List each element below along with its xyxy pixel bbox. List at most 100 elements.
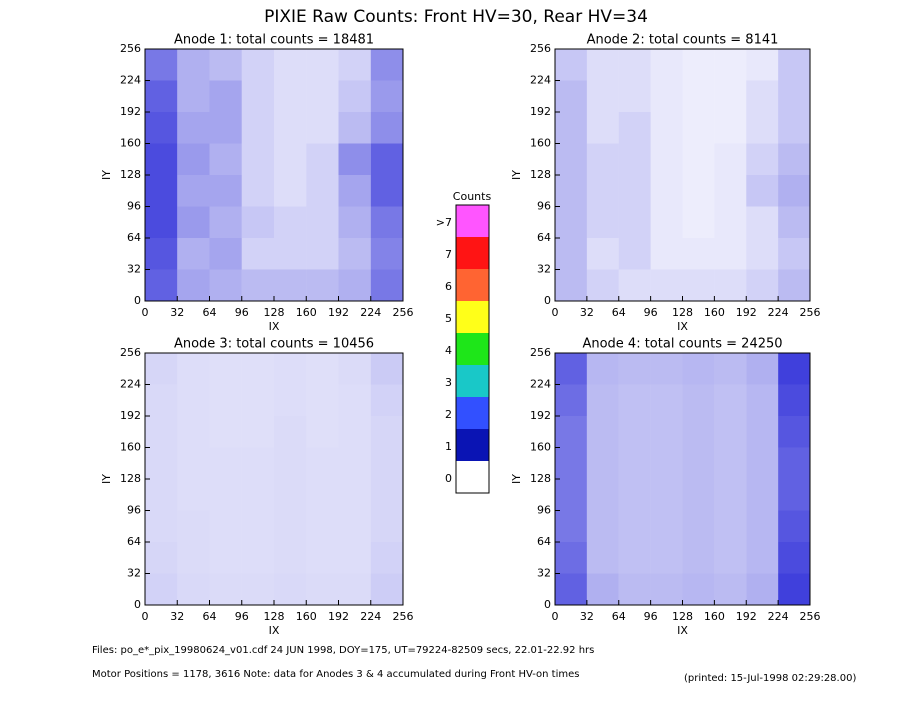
density-cell — [306, 206, 339, 238]
chart-title: PIXIE Raw Counts: Front HV=30, Rear HV=3… — [264, 7, 648, 27]
density-cell — [306, 510, 339, 542]
density-cell — [650, 510, 683, 542]
y-tick-label: 192 — [530, 105, 551, 118]
density-cell — [778, 49, 810, 81]
density-cell — [241, 238, 274, 270]
colorbar-cell — [456, 269, 489, 301]
density-cell — [714, 510, 747, 542]
x-axis-label: IX — [269, 320, 280, 333]
density-cell — [338, 49, 371, 81]
density-cell — [682, 49, 715, 81]
density-cell — [274, 49, 307, 81]
y-tick-label: 224 — [530, 378, 551, 391]
density-cell — [306, 49, 339, 81]
y-tick-label: 64 — [537, 535, 551, 548]
density-cell — [746, 447, 779, 479]
x-tick-label: 96 — [235, 610, 249, 623]
density-cell — [650, 269, 683, 301]
density-cell — [746, 542, 779, 574]
y-tick-label: 0 — [134, 598, 141, 611]
y-tick-label: 192 — [120, 105, 141, 118]
y-tick-label: 128 — [120, 168, 141, 181]
y-tick-label: 64 — [127, 231, 141, 244]
density-cell — [209, 353, 242, 385]
density-cell — [145, 175, 178, 207]
density-cell — [370, 143, 403, 175]
density-cell — [650, 49, 683, 81]
x-tick-label: 256 — [393, 610, 414, 623]
density-cell — [618, 49, 651, 81]
y-tick-label: 128 — [530, 472, 551, 485]
x-tick-label: 256 — [800, 306, 821, 319]
density-cell — [145, 49, 178, 81]
density-cell — [338, 353, 371, 385]
density-cell — [241, 510, 274, 542]
density-cell — [555, 573, 587, 605]
colorbar-label: 0 — [445, 472, 452, 485]
density-cell — [209, 49, 242, 81]
density-cell — [778, 175, 810, 207]
density-cell — [555, 206, 587, 238]
colorbar-cell — [456, 301, 489, 333]
x-tick-label: 128 — [672, 610, 693, 623]
density-cell — [177, 447, 210, 479]
y-axis-label: IY — [100, 170, 113, 180]
density-cell — [714, 238, 747, 270]
density-cell — [555, 49, 587, 81]
density-cell — [746, 206, 779, 238]
x-axis-label: IX — [677, 624, 688, 637]
density-cell — [682, 238, 715, 270]
x-tick-label: 128 — [264, 306, 285, 319]
colorbar-label: 2 — [445, 408, 452, 421]
density-cell — [306, 573, 339, 605]
density-cell — [338, 542, 371, 574]
density-cell — [714, 479, 747, 511]
y-tick-label: 128 — [120, 472, 141, 485]
density-cell — [746, 80, 779, 112]
density-cell — [274, 175, 307, 207]
density-cell — [618, 416, 651, 448]
density-cell — [209, 269, 242, 301]
density-cell — [370, 573, 403, 605]
density-cell — [778, 479, 810, 511]
density-cell — [714, 49, 747, 81]
x-tick-label: 192 — [736, 306, 757, 319]
density-cell — [586, 353, 619, 385]
density-cell — [650, 206, 683, 238]
density-cell — [555, 510, 587, 542]
y-tick-label: 192 — [530, 409, 551, 422]
panel-title: Anode 2: total counts = 8141 — [587, 33, 779, 48]
y-tick-label: 96 — [127, 200, 141, 213]
x-tick-label: 64 — [612, 306, 626, 319]
density-cell — [682, 510, 715, 542]
x-tick-label: 128 — [264, 610, 285, 623]
density-cell — [145, 384, 178, 416]
density-cell — [370, 269, 403, 301]
density-cell — [682, 80, 715, 112]
density-cell — [618, 479, 651, 511]
density-cell — [306, 384, 339, 416]
density-cell — [714, 206, 747, 238]
density-cell — [306, 112, 339, 144]
density-cell — [714, 269, 747, 301]
density-cell — [778, 269, 810, 301]
density-cell — [177, 353, 210, 385]
density-cell — [714, 416, 747, 448]
density-cell — [555, 269, 587, 301]
density-cell — [778, 542, 810, 574]
density-cell — [618, 206, 651, 238]
density-cell — [650, 542, 683, 574]
density-cell — [555, 238, 587, 270]
density-cell — [274, 238, 307, 270]
density-cell — [586, 112, 619, 144]
density-cell — [370, 112, 403, 144]
footer-printed: (printed: 15-Jul-1998 02:29:28.00) — [684, 673, 856, 684]
density-cell — [682, 447, 715, 479]
density-cell — [306, 416, 339, 448]
density-cell — [177, 510, 210, 542]
density-cell — [650, 175, 683, 207]
y-tick-label: 256 — [530, 42, 551, 55]
density-cell — [714, 542, 747, 574]
density-cell — [274, 479, 307, 511]
